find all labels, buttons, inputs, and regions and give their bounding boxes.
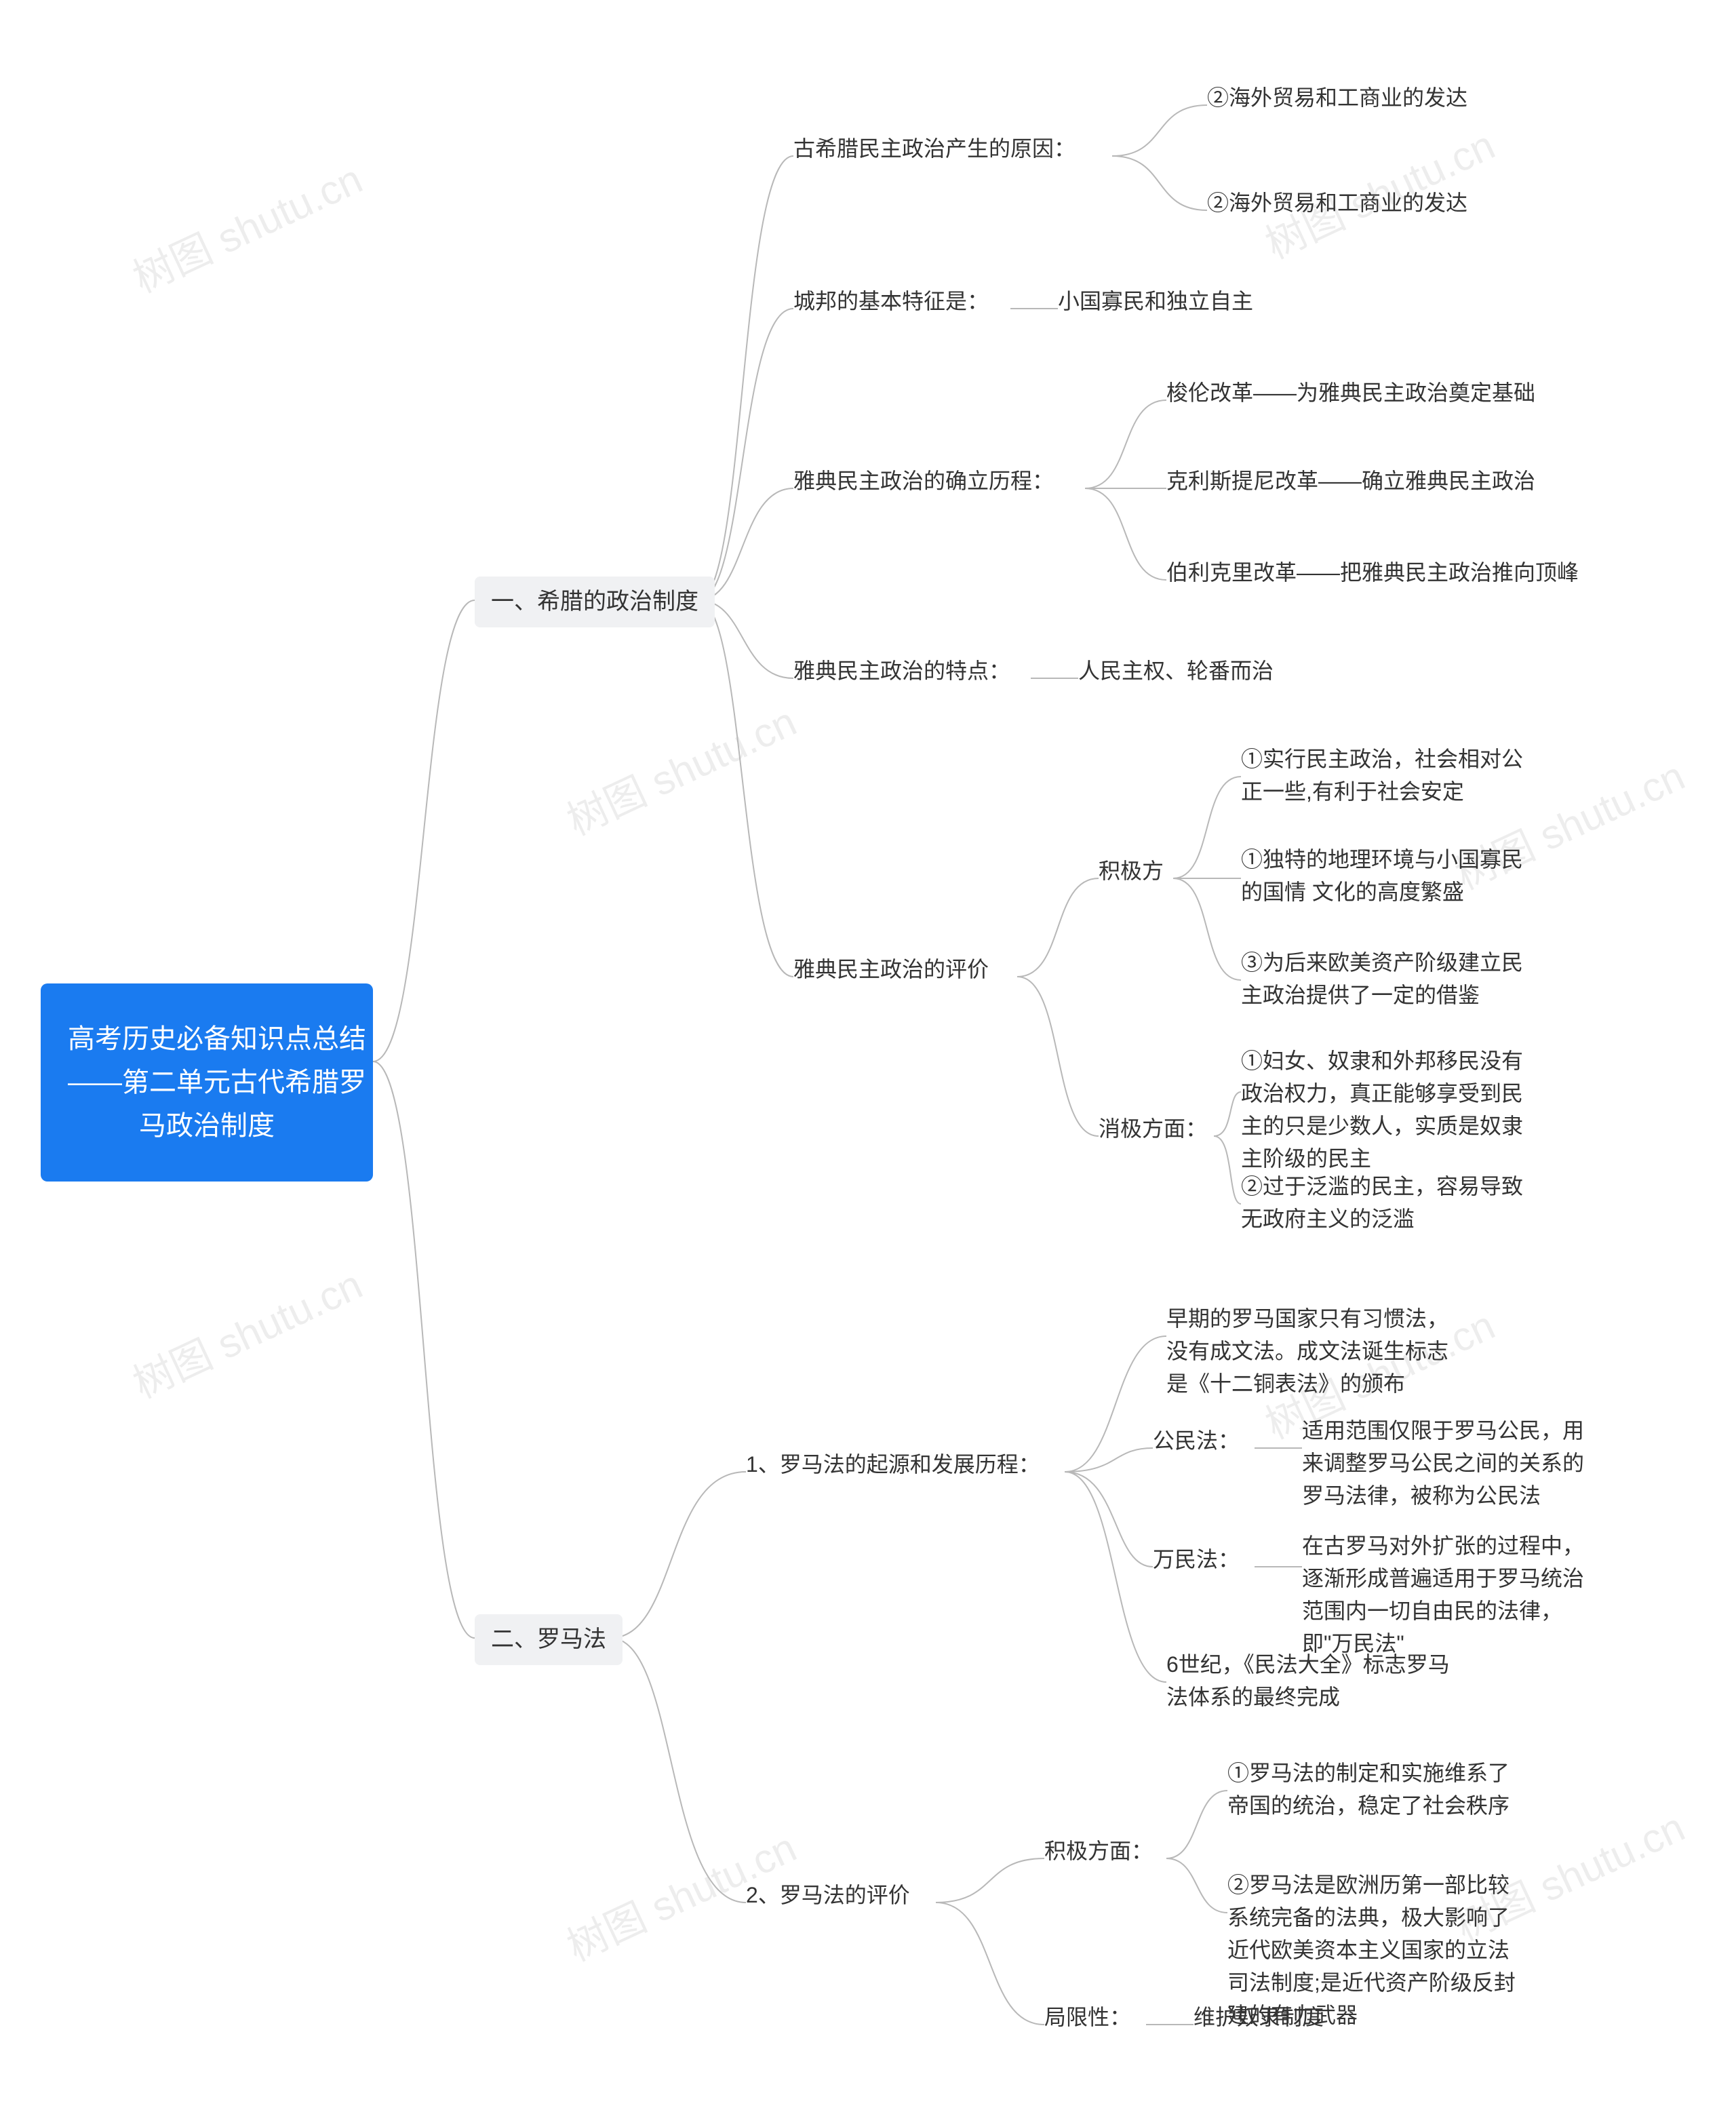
leaf: ①妇女、奴隶和外邦移民没有政治权力，真正能够享受到民主的只是少数人，实质是奴隶主… — [1241, 1045, 1533, 1175]
node-athens-establish[interactable]: 雅典民主政治的确立历程： — [793, 465, 1054, 497]
root-line: 马政治制度 — [68, 1104, 346, 1148]
leaf: ①实行民主政治，社会相对公正一些,有利于社会安定 — [1241, 743, 1533, 808]
root-node[interactable]: 高考历史必备知识点总结 ——第二单元古代希腊罗 马政治制度 — [41, 983, 373, 1182]
node-roman-positive[interactable]: 积极方面： — [1044, 1835, 1153, 1867]
leaf: ②过于泛滥的民主，容易导致无政府主义的泛滥 — [1241, 1170, 1533, 1235]
node-negative[interactable]: 消极方面： — [1099, 1112, 1207, 1145]
leaf-prefix: 公民法： — [1153, 1424, 1240, 1457]
leaf-prefix: 万民法： — [1153, 1543, 1240, 1576]
leaf: 克利斯提尼改革——确立雅典民主政治 — [1166, 465, 1535, 497]
leaf: 伯利克里改革——把雅典民主政治推向顶峰 — [1166, 556, 1579, 589]
leaf: 人民主权、轮番而治 — [1078, 655, 1274, 687]
watermark: 树图 shutu.cn — [122, 147, 370, 304]
node-positive[interactable]: 积极方 — [1099, 855, 1164, 887]
leaf: 梭伦改革——为雅典民主政治奠定基础 — [1166, 376, 1535, 409]
leaf: 维护奴隶制度 — [1194, 2001, 1324, 2033]
root-line: 高考历史必备知识点总结 — [68, 1017, 346, 1061]
leaf: ①独特的地理环境与小国寡民的国情 文化的高度繁盛 — [1241, 843, 1533, 908]
node-athens-traits[interactable]: 雅典民主政治的特点： — [793, 655, 1010, 687]
leaf: 在古罗马对外扩张的过程中，逐渐形成普遍适用于罗马统治范围内一切自由民的法律，即"… — [1302, 1529, 1600, 1660]
root-line: ——第二单元古代希腊罗 — [68, 1061, 346, 1104]
node-roman-origin[interactable]: 1、罗马法的起源和发展历程： — [746, 1448, 1040, 1481]
leaf: 适用范围仅限于罗马公民，用来调整罗马公民之间的关系的罗马法律，被称为公民法 — [1302, 1414, 1600, 1512]
leaf: 早期的罗马国家只有习惯法，没有成文法。成文法诞生标志是《十二铜表法》的颁布 — [1166, 1302, 1465, 1400]
leaf: ②海外贸易和工商业的发达 — [1207, 81, 1467, 114]
leaf: ②海外贸易和工商业的发达 — [1207, 187, 1467, 219]
node-roman-eval[interactable]: 2、罗马法的评价 — [746, 1879, 910, 1911]
leaf: ①罗马法的制定和实施维系了帝国的统治，稳定了社会秩序 — [1227, 1757, 1526, 1822]
leaf: 小国寡民和独立自主 — [1058, 285, 1253, 317]
level1-greek[interactable]: 一、希腊的政治制度 — [475, 577, 715, 627]
watermark: 树图 shutu.cn — [122, 1252, 370, 1409]
node-athens-eval[interactable]: 雅典民主政治的评价 — [793, 953, 989, 986]
watermark: 树图 shutu.cn — [556, 689, 804, 846]
node-greek-causes[interactable]: 古希腊民主政治产生的原因： — [793, 132, 1076, 165]
leaf: ③为后来欧美资产阶级建立民主政治提供了一定的借鉴 — [1241, 946, 1533, 1011]
node-polis-feature[interactable]: 城邦的基本特征是： — [793, 285, 989, 317]
level1-roman[interactable]: 二、罗马法 — [475, 1614, 623, 1665]
node-roman-limit[interactable]: 局限性： — [1044, 2001, 1131, 2033]
leaf: 6世纪，《民法大全》标志罗马法体系的最终完成 — [1166, 1648, 1465, 1713]
